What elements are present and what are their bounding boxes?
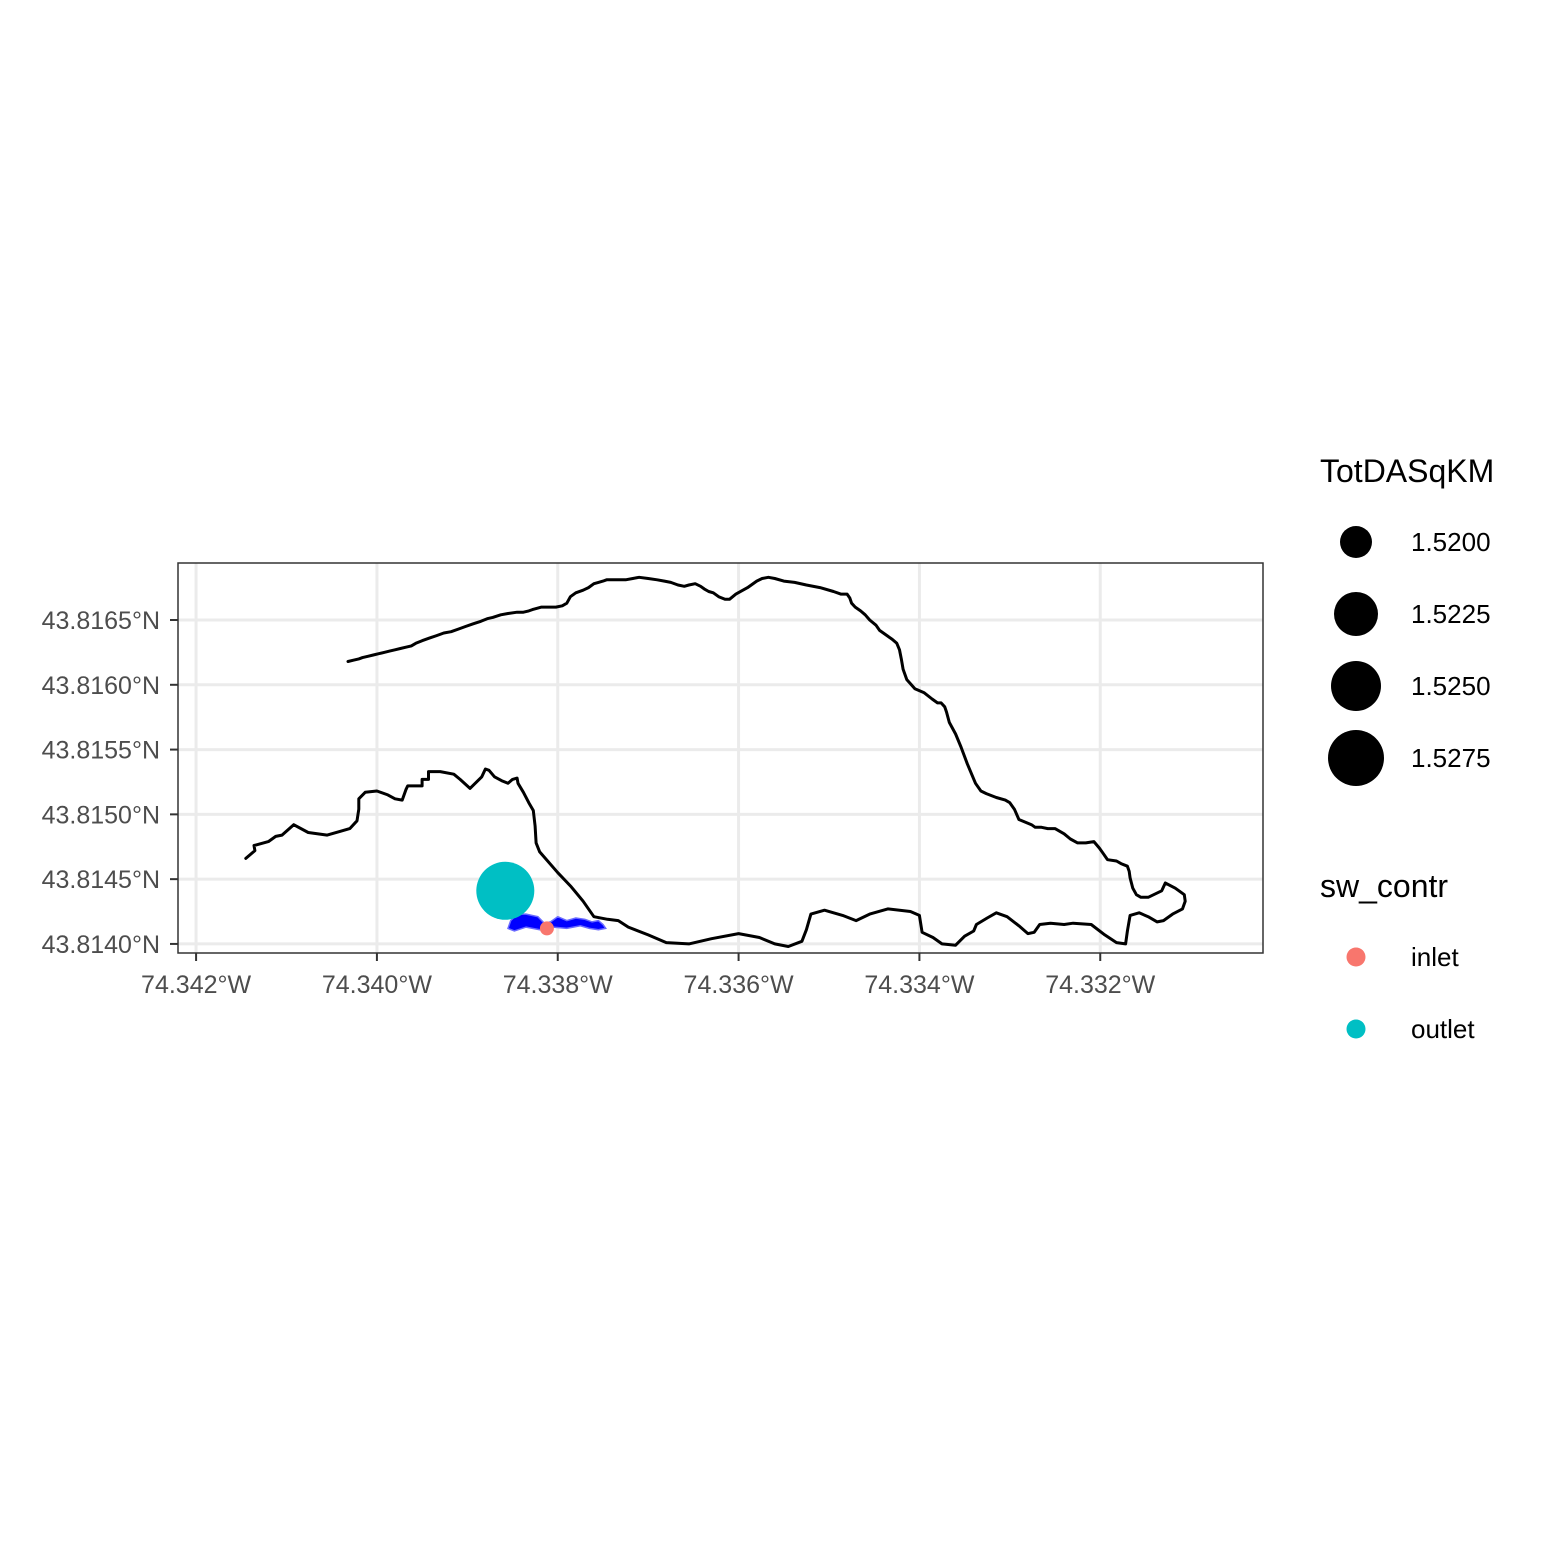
legend-color-key-inlet — [1346, 947, 1366, 967]
legend-color-entries: inlet outlet — [1346, 942, 1475, 1044]
legend-size-title: TotDASqKM — [1320, 453, 1494, 489]
map-features — [244, 575, 1187, 948]
legend-color-label: inlet — [1411, 942, 1459, 972]
x-tick-label: 74.338°W — [503, 971, 613, 999]
flowline — [244, 575, 1187, 948]
graticule — [178, 563, 1263, 953]
y-tick-label: 43.8145°N — [42, 866, 160, 894]
legend-size-label: 1.5200 — [1411, 527, 1491, 557]
y-tick-label: 43.8140°N — [42, 931, 160, 959]
panel-border — [177, 562, 1264, 954]
y-tick-label: 43.8150°N — [42, 801, 160, 829]
legend-size-key — [1334, 592, 1378, 636]
panel-background — [178, 563, 1263, 953]
x-tick-label: 74.340°W — [322, 971, 432, 999]
x-tick-label: 74.334°W — [864, 971, 974, 999]
legend: TotDASqKM 1.5200 1.5225 1.5250 1.5275 sw_co… — [1320, 453, 1494, 1044]
legend-color-key-outlet — [1346, 1019, 1366, 1039]
y-tick-label: 43.8165°N — [42, 607, 160, 635]
legend-size-label: 1.5275 — [1411, 743, 1491, 773]
legend-size-label: 1.5225 — [1411, 599, 1491, 629]
legend-color-title: sw_contr — [1320, 868, 1448, 904]
legend-color-label: outlet — [1411, 1014, 1475, 1044]
legend-size-entries: 1.5200 1.5225 1.5250 1.5275 — [1328, 526, 1491, 786]
point-outlet — [476, 861, 535, 920]
axes: 74.342°W 74.340°W 74.338°W 74.336°W 74.334°W… — [42, 607, 1156, 999]
x-tick-label: 74.336°W — [684, 971, 794, 999]
map-panel — [177, 562, 1264, 954]
y-tick-label: 43.8160°N — [42, 672, 160, 700]
legend-size-key — [1340, 526, 1372, 558]
legend-size-key — [1331, 661, 1381, 711]
x-tick-label: 74.332°W — [1045, 971, 1155, 999]
legend-size-label: 1.5250 — [1411, 671, 1491, 701]
point-inlet — [539, 921, 554, 936]
x-tick-label: 74.342°W — [141, 971, 251, 999]
y-tick-label: 43.8155°N — [42, 737, 160, 765]
legend-size-key — [1328, 730, 1384, 786]
